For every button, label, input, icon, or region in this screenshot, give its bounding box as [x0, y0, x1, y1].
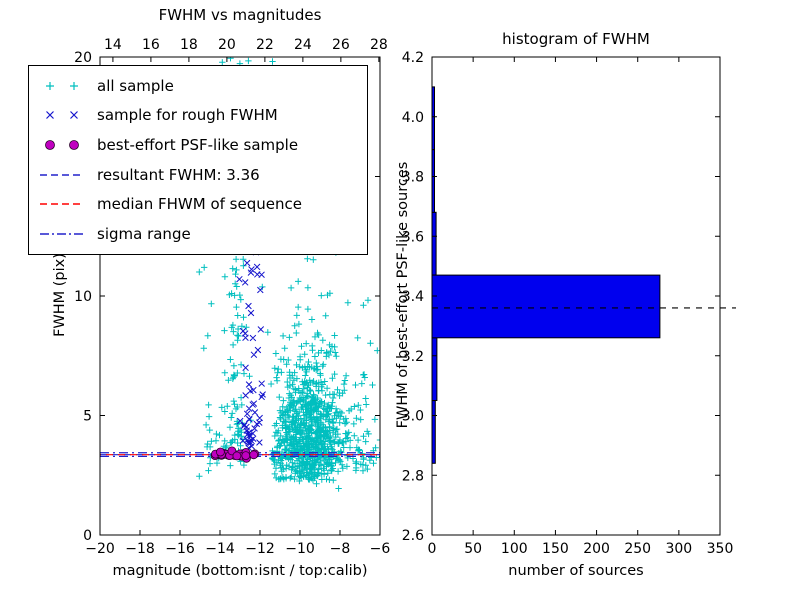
legend-item-sigma-range: sigma range — [29, 219, 367, 249]
calib-x-tick-label: 18 — [180, 37, 198, 53]
left-x-tick-label: −16 — [165, 541, 195, 557]
legend-label: resultant FWHM: 3.36 — [97, 165, 260, 184]
right-x-tick-label: 50 — [464, 541, 482, 557]
histogram-bar — [431, 211, 437, 276]
fwhm-scatter-plot-area — [100, 57, 380, 492]
legend-box: all sample sample for rough FWHM best-effo… — [28, 65, 368, 255]
right-y-tick-label: 4.2 — [402, 50, 424, 66]
legend-item-sample-for-rough-fwhm: sample for rough FWHM — [29, 101, 367, 131]
legend-item-median-fhwm-of-sequence: median FHWM of sequence — [29, 189, 367, 219]
right-x-tick-label: 250 — [624, 541, 651, 557]
left-x-tick-label: −14 — [205, 541, 235, 557]
psf-sample-point — [232, 451, 242, 461]
legend-label: all sample — [97, 76, 174, 95]
left-y-tick-label: 0 — [83, 528, 92, 544]
right-y-tick-label: 3.6 — [402, 229, 424, 245]
cross-marker-icon — [46, 111, 78, 120]
plus-marker-icon — [46, 81, 78, 90]
circle-marker-icon — [45, 140, 79, 150]
right-x-tick-label: 300 — [665, 541, 692, 557]
psf-sample-point — [249, 450, 259, 460]
right-y-tick-label: 2.6 — [402, 528, 424, 544]
left-y-tick-label: 5 — [83, 409, 92, 425]
right-plot-ylabel: FWHM of best-effort PSF-like sources — [395, 161, 411, 429]
psf-sample-point — [215, 447, 225, 457]
psf-sample-point — [241, 451, 251, 461]
left-y-tick-label: 10 — [74, 289, 92, 305]
left-x-tick-label: −20 — [85, 541, 115, 557]
calib-x-tick-label: 24 — [294, 37, 312, 53]
left-x-tick-label: −18 — [125, 541, 155, 557]
dashed-line-icon — [40, 203, 84, 205]
right-plot-title: histogram of FWHM — [502, 30, 650, 48]
right-y-tick-label: 3.8 — [402, 170, 424, 186]
histogram-bar — [431, 337, 438, 401]
left-plot-title: FWHM vs magnitudes — [158, 6, 322, 24]
right-y-tick-label: 3.4 — [402, 289, 424, 305]
right-y-tick-label: 3.2 — [402, 349, 424, 365]
right-x-tick-label: 150 — [542, 541, 569, 557]
legend-item-resultant-fwhm-3-36: resultant FWHM: 3.36 — [29, 160, 367, 190]
left-x-tick-label: −10 — [285, 541, 315, 557]
left-x-tick-label: −6 — [370, 541, 391, 557]
right-y-tick-label: 3.0 — [402, 409, 424, 425]
calib-x-tick-label: 14 — [104, 37, 122, 53]
dashed-line-icon — [40, 173, 84, 176]
legend-item-all-sample: all sample — [29, 71, 367, 101]
left-plot-xlabel: magnitude (bottom:isnt / top:calib) — [112, 563, 368, 579]
legend-label: median FHWM of sequence — [97, 195, 302, 214]
right-plot-xlabel: number of sources — [508, 563, 644, 579]
right-x-tick-label: 350 — [707, 541, 734, 557]
left-x-tick-label: −8 — [330, 541, 351, 557]
dashdot-line-icon — [40, 233, 84, 235]
histogram-bar — [431, 274, 661, 339]
left-y-tick-label: 20 — [74, 50, 92, 66]
legend-label: best-effort PSF-like sample — [97, 135, 299, 154]
calib-x-tick-label: 22 — [256, 37, 274, 53]
left-x-tick-label: −12 — [245, 541, 275, 557]
calib-x-tick-label: 16 — [142, 37, 160, 53]
sample-for-rough-fwhm-markers — [236, 249, 266, 452]
calib-x-tick-label: 28 — [370, 37, 388, 53]
right-y-tick-label: 4.0 — [402, 110, 424, 126]
right-x-tick-label: 0 — [428, 541, 437, 557]
fwhm-histogram-plot-area — [431, 86, 736, 464]
legend-item-best-effort-psf-like-sample: best-effort PSF-like sample — [29, 130, 367, 160]
right-x-tick-label: 200 — [583, 541, 610, 557]
right-y-tick-label: 2.8 — [402, 468, 424, 484]
right-x-tick-label: 100 — [501, 541, 528, 557]
series-best-effort-psf-like-sample — [210, 446, 260, 463]
series-sample-for-rough-fwhm — [236, 249, 266, 452]
calib-x-tick-label: 26 — [332, 37, 350, 53]
tick-marks-and-labels: −20 −18 −16 −14 −12 −10 −8 −6 14 16 18 20 22 24 26 28 0 5… — [74, 37, 733, 557]
legend-label: sample for rough FWHM — [97, 106, 278, 125]
calib-x-tick-label: 20 — [218, 37, 236, 53]
legend-label: sigma range — [97, 224, 191, 243]
